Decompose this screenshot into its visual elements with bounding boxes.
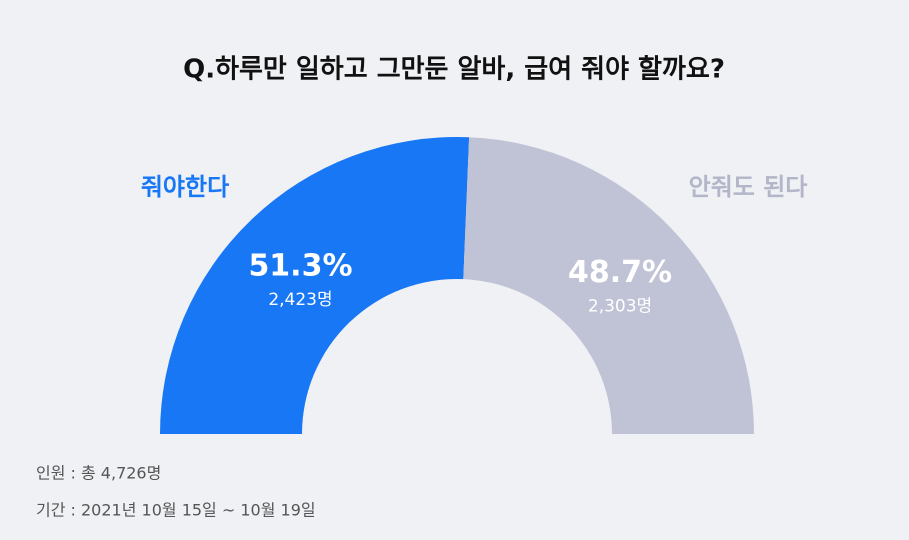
arc-segment — [463, 137, 754, 434]
value-label: 51.3% — [248, 248, 352, 283]
count-label: 2,423명 — [268, 290, 332, 310]
value-label: 48.7% — [568, 255, 672, 290]
category-label: 줘야한다 — [141, 173, 229, 201]
note: 기간 : 2021년 10월 15일 ~ 10월 19일 — [36, 501, 316, 520]
arc-segment — [160, 137, 470, 434]
count-label: 2,303명 — [588, 296, 652, 316]
note: 인원 : 총 4,726명 — [36, 464, 161, 483]
category-label: 안줘도 된다 — [689, 173, 808, 201]
chart-title: Q.하루만 일하고 그만둔 알바, 급여 줘야 할까요? — [183, 55, 725, 85]
